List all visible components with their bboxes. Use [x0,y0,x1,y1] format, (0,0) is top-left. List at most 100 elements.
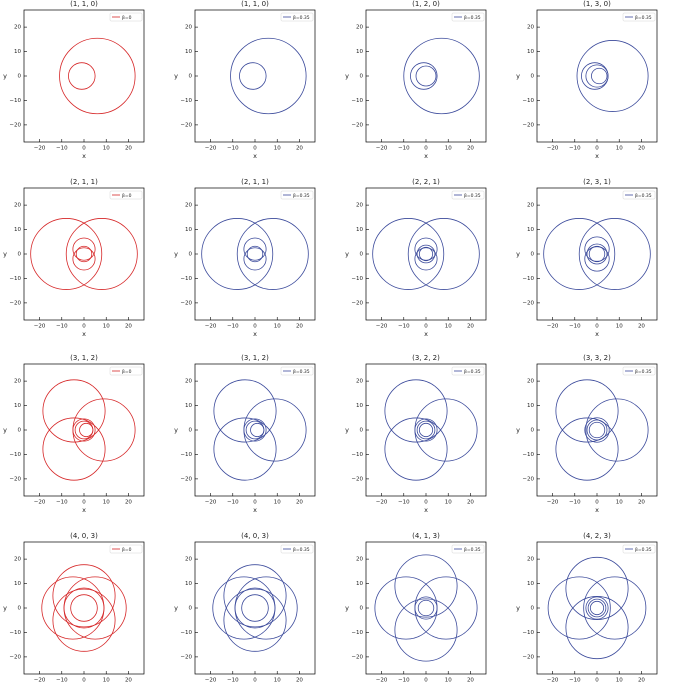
orbit-loop [414,596,438,620]
x-tick-label: 0 [82,324,86,330]
x-tick-label: 20 [467,324,474,330]
curves [372,218,480,290]
panel: (1, 1, 0) −20 −10 0 10 20 −20 −10 0 10 20 x y β=0 [3,0,145,160]
x-tick-label: 10 [445,324,452,330]
y-tick-label: 20 [185,379,192,385]
orbit-loop [374,576,438,640]
orbit-loop [416,420,436,440]
y-tick-label: −20 [180,654,192,660]
orbit-loop [79,422,94,438]
x-tick-label: 20 [125,500,132,506]
curves [201,218,309,290]
orbit-loop [236,218,309,290]
x-tick-label: 10 [274,678,281,684]
y-tick-label: 10 [356,227,363,233]
y-tick-label: 10 [527,581,534,587]
curves [547,556,647,660]
y-tick-label: −20 [9,654,21,660]
orbit-loop [394,598,458,662]
panel-title: (4, 0, 3) [241,532,269,540]
orbit-loop [42,379,106,443]
legend-label: β=0.35 [464,369,481,375]
x-tick-label: −20 [205,500,217,506]
x-tick-label: −10 [227,678,239,684]
curves [213,379,307,481]
y-axis-label: y [516,72,520,80]
panel: (1, 1, 0) −20 −10 0 10 20 −20 −10 0 10 20 x y β=0.35 [174,0,316,160]
legend-box [280,190,314,200]
panel: (1, 3, 0) −20 −10 0 10 20 −20 −10 0 10 20 x y β=0.35 [516,0,658,160]
orbit-loop [239,62,267,90]
panel-title: (2, 3, 1) [583,178,611,186]
x-tick-label: 20 [638,500,645,506]
y-tick-label: −10 [9,630,21,636]
x-tick-label: 0 [424,324,428,330]
y-tick-label: 0 [531,428,535,434]
x-tick-label: 0 [82,678,86,684]
y-tick-label: 10 [14,403,21,409]
x-axis-label: x [424,152,428,160]
orbit-loop [591,67,608,85]
plot-frame [365,541,487,675]
orbit-loop [75,245,93,263]
orbit-loop [583,576,647,640]
y-tick-label: −20 [9,122,21,128]
panel-title: (1, 3, 0) [583,0,611,8]
plot-frame [536,363,658,497]
y-tick-label: 0 [189,252,193,258]
y-tick-label: −20 [351,654,363,660]
panel: (3, 1, 2) −20 −10 0 10 20 −20 −10 0 10 20 x y β=0 [3,354,145,514]
legend-box [622,12,656,22]
y-tick-label: 10 [356,49,363,55]
panel-title: (2, 1, 1) [70,178,98,186]
orbit-loop [414,418,438,442]
plot-frame [536,541,658,675]
plot-frame [23,9,145,143]
curves [555,379,649,481]
x-tick-label: 0 [253,500,257,506]
x-tick-label: −20 [205,146,217,152]
legend-box [622,544,656,554]
y-tick-label: −20 [9,300,21,306]
orbit-loop [72,398,136,462]
curves [384,379,478,481]
y-axis-label: y [3,426,7,434]
curves [374,554,478,662]
y-axis-label: y [174,72,178,80]
y-tick-label: 0 [18,252,22,258]
x-tick-label: −10 [398,324,410,330]
orbit-loop [63,587,105,629]
curves [59,37,136,115]
y-tick-label: 20 [14,25,21,31]
x-tick-label: 20 [125,678,132,684]
x-axis-label: x [595,506,599,514]
x-tick-label: −20 [205,678,217,684]
plot-frame [23,187,145,321]
panel-title: (1, 1, 0) [241,0,269,8]
orbit-loop [417,599,435,617]
y-tick-label: 0 [189,428,193,434]
orbit-loop [547,576,611,640]
x-tick-label: 10 [445,146,452,152]
x-tick-label: −20 [376,678,388,684]
orbit-loop [70,594,98,622]
x-tick-label: −10 [227,146,239,152]
curves [41,564,127,652]
orbit-loop [543,218,616,290]
x-tick-label: 10 [616,324,623,330]
orbit-loop [418,422,434,438]
y-tick-label: 20 [185,557,192,563]
y-tick-label: −10 [351,276,363,282]
x-tick-label: −20 [376,146,388,152]
orbit-loop [578,218,651,290]
x-tick-label: 10 [103,324,110,330]
x-axis-label: x [82,330,86,338]
y-tick-label: 0 [531,252,535,258]
y-tick-label: 20 [185,25,192,31]
y-axis-label: y [174,604,178,612]
y-tick-label: 20 [356,203,363,209]
y-tick-label: −10 [180,452,192,458]
orbit-loop [585,64,609,88]
legend-label: β=0.35 [464,547,481,553]
